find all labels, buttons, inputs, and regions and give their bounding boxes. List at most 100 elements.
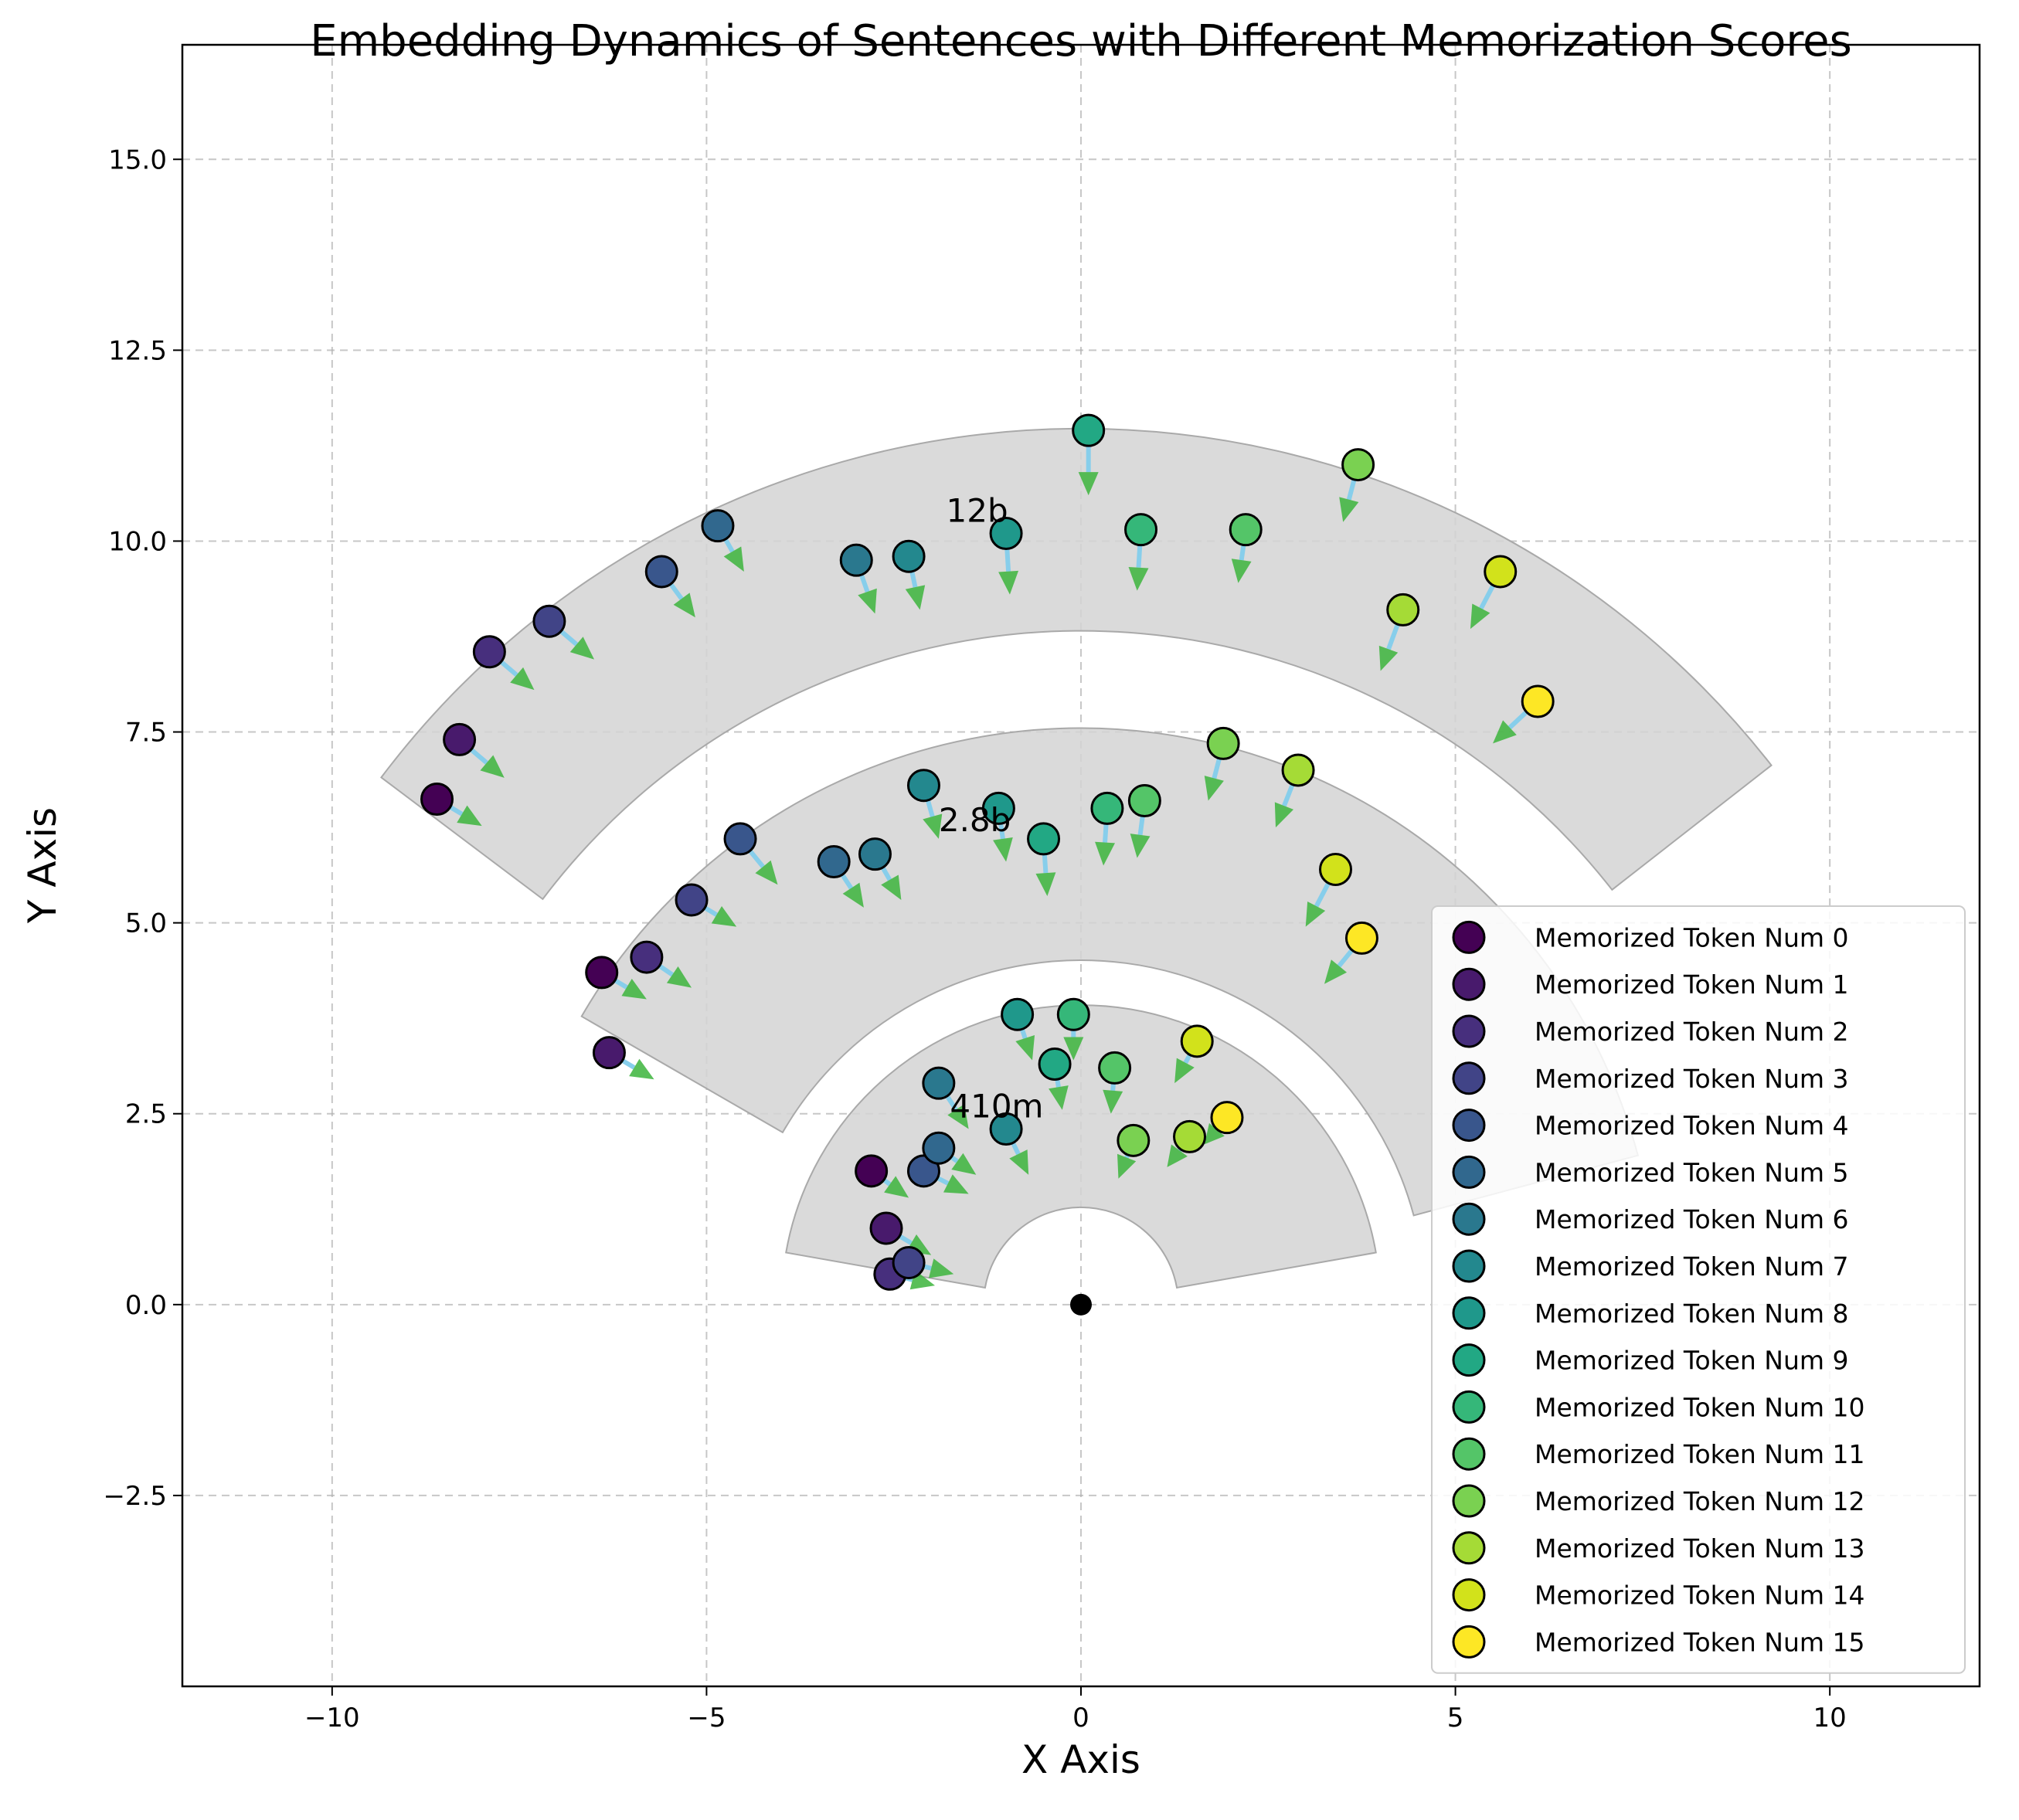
movement-arrow-head (1204, 1122, 1225, 1145)
movement-arrow-head (951, 1153, 977, 1175)
movement-arrow-head (1049, 1085, 1069, 1110)
movement-arrow-head (881, 874, 902, 900)
data-point (472, 635, 506, 669)
y-tick-label: 15.0 (108, 144, 167, 175)
movement-arrow-head (858, 588, 877, 614)
movement-arrow-head (723, 546, 744, 572)
legend-marker (1452, 920, 1486, 954)
movement-arrow-head (928, 1258, 954, 1278)
legend-marker (1452, 1249, 1486, 1283)
movement-arrow-head (1063, 1037, 1084, 1061)
movement-arrow-head (1231, 559, 1252, 583)
y-tick-label: 0.0 (125, 1290, 167, 1321)
x-tick-label: −10 (304, 1703, 360, 1733)
movement-arrow-head (998, 570, 1019, 595)
legend-marker (1452, 1202, 1486, 1236)
data-point (1229, 513, 1263, 547)
data-point (922, 1066, 956, 1100)
data-point (701, 509, 735, 543)
data-point (1521, 684, 1555, 718)
data-point (1386, 593, 1420, 626)
data-point (1098, 1051, 1132, 1085)
movement-arrow-head (1204, 776, 1224, 801)
data-point (1210, 1101, 1244, 1135)
data-point (1072, 413, 1106, 447)
model-size-label: 410m (950, 1088, 1043, 1126)
movement-arrow-head (1103, 1089, 1123, 1114)
model-size-label: 2.8b (939, 801, 1011, 839)
movement-arrow-head (1305, 901, 1326, 927)
legend-marker (1452, 1014, 1486, 1048)
x-tick-label: 5 (1447, 1703, 1464, 1733)
legend-marker (1452, 1296, 1486, 1330)
y-tick-label: 2.5 (125, 1099, 167, 1130)
movement-arrow-head (629, 1058, 654, 1080)
data-point (1038, 1047, 1072, 1081)
legend-label: Memorized Token Num 6 (1535, 1204, 1849, 1234)
data-point (1206, 726, 1240, 760)
x-ticks: −10 −5 0 5 10 (304, 1686, 1847, 1733)
movement-arrow-head (1095, 841, 1116, 866)
data-point (858, 837, 892, 871)
data-point (1124, 513, 1158, 547)
legend-label: Memorized Token Num 4 (1535, 1111, 1849, 1141)
legend-label: Memorized Token Num 0 (1535, 922, 1849, 952)
y-ticks: −2.5 0.0 2.5 5.0 7.5 10.0 12.5 15.0 (103, 144, 182, 1512)
legend-label: Memorized Token Num 3 (1535, 1064, 1849, 1094)
movement-arrow-head (1015, 1034, 1035, 1061)
movement-arrow-head (569, 637, 595, 660)
legend-label: Memorized Token Num 2 (1535, 1017, 1849, 1047)
data-point (1341, 448, 1375, 482)
movement-arrow-head (1078, 472, 1099, 496)
data-point (644, 555, 678, 589)
data-point (1090, 791, 1124, 825)
data-point (906, 1154, 940, 1188)
x-tick-label: 0 (1072, 1703, 1089, 1733)
data-point (592, 1036, 626, 1070)
legend-marker (1452, 1625, 1486, 1659)
y-tick-label: −2.5 (103, 1481, 167, 1512)
legend-marker (1452, 1343, 1486, 1377)
legend: Memorized Token Num 0 Memorized Token Num… (1431, 905, 1966, 1674)
data-point (989, 1112, 1023, 1146)
x-tick-label: −5 (687, 1703, 726, 1733)
origin-point (1070, 1293, 1092, 1316)
movement-arrow-head (1339, 497, 1359, 522)
legend-label: Memorized Token Num 12 (1535, 1486, 1865, 1516)
data-point (1027, 822, 1061, 856)
data-point (630, 940, 664, 974)
legend-label: Memorized Token Num 8 (1535, 1299, 1849, 1329)
data-point (981, 791, 1015, 825)
chart-title: Embedding Dynamics of Sentences with Dif… (310, 16, 1852, 66)
legend-marker (1452, 1531, 1486, 1565)
movement-arrow-head (993, 837, 1013, 862)
annotations: 410m 2.8b 12b (939, 492, 1044, 1126)
legend-marker (1452, 1109, 1486, 1143)
legend-marker (1452, 1484, 1486, 1518)
movement-arrow-head (711, 906, 737, 927)
model-size-label: 12b (947, 492, 1008, 530)
movement-arrow-head (1167, 1144, 1188, 1167)
movement-arrow-head (923, 813, 943, 839)
movement-arrow-head (1009, 1149, 1029, 1175)
movement-arrow-head (1035, 872, 1056, 897)
movement-arrow-head (1117, 1153, 1137, 1179)
data-point (906, 769, 940, 803)
y-axis-label: Y Axis (20, 807, 65, 924)
legend-label: Memorized Token Num 7 (1535, 1251, 1849, 1282)
movement-arrow-head (842, 882, 864, 908)
legend-label: Memorized Token Num 9 (1535, 1346, 1849, 1376)
data-point (675, 883, 709, 917)
legend-marker (1452, 967, 1486, 1001)
y-tick-label: 12.5 (108, 335, 167, 366)
legend-marker (1452, 1155, 1486, 1189)
movement-arrow-head (1128, 566, 1149, 591)
legend-label: Memorized Token Num 14 (1535, 1581, 1865, 1611)
movement-arrow-head (1274, 802, 1294, 828)
movement-arrow-head (1493, 720, 1517, 744)
legend-marker (1452, 1061, 1486, 1095)
y-tick-label: 10.0 (108, 526, 167, 557)
data-point (817, 845, 851, 879)
legend-marker (1452, 1390, 1486, 1424)
